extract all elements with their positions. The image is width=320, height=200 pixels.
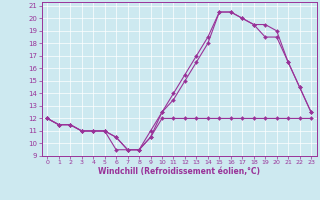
X-axis label: Windchill (Refroidissement éolien,°C): Windchill (Refroidissement éolien,°C) bbox=[98, 167, 260, 176]
